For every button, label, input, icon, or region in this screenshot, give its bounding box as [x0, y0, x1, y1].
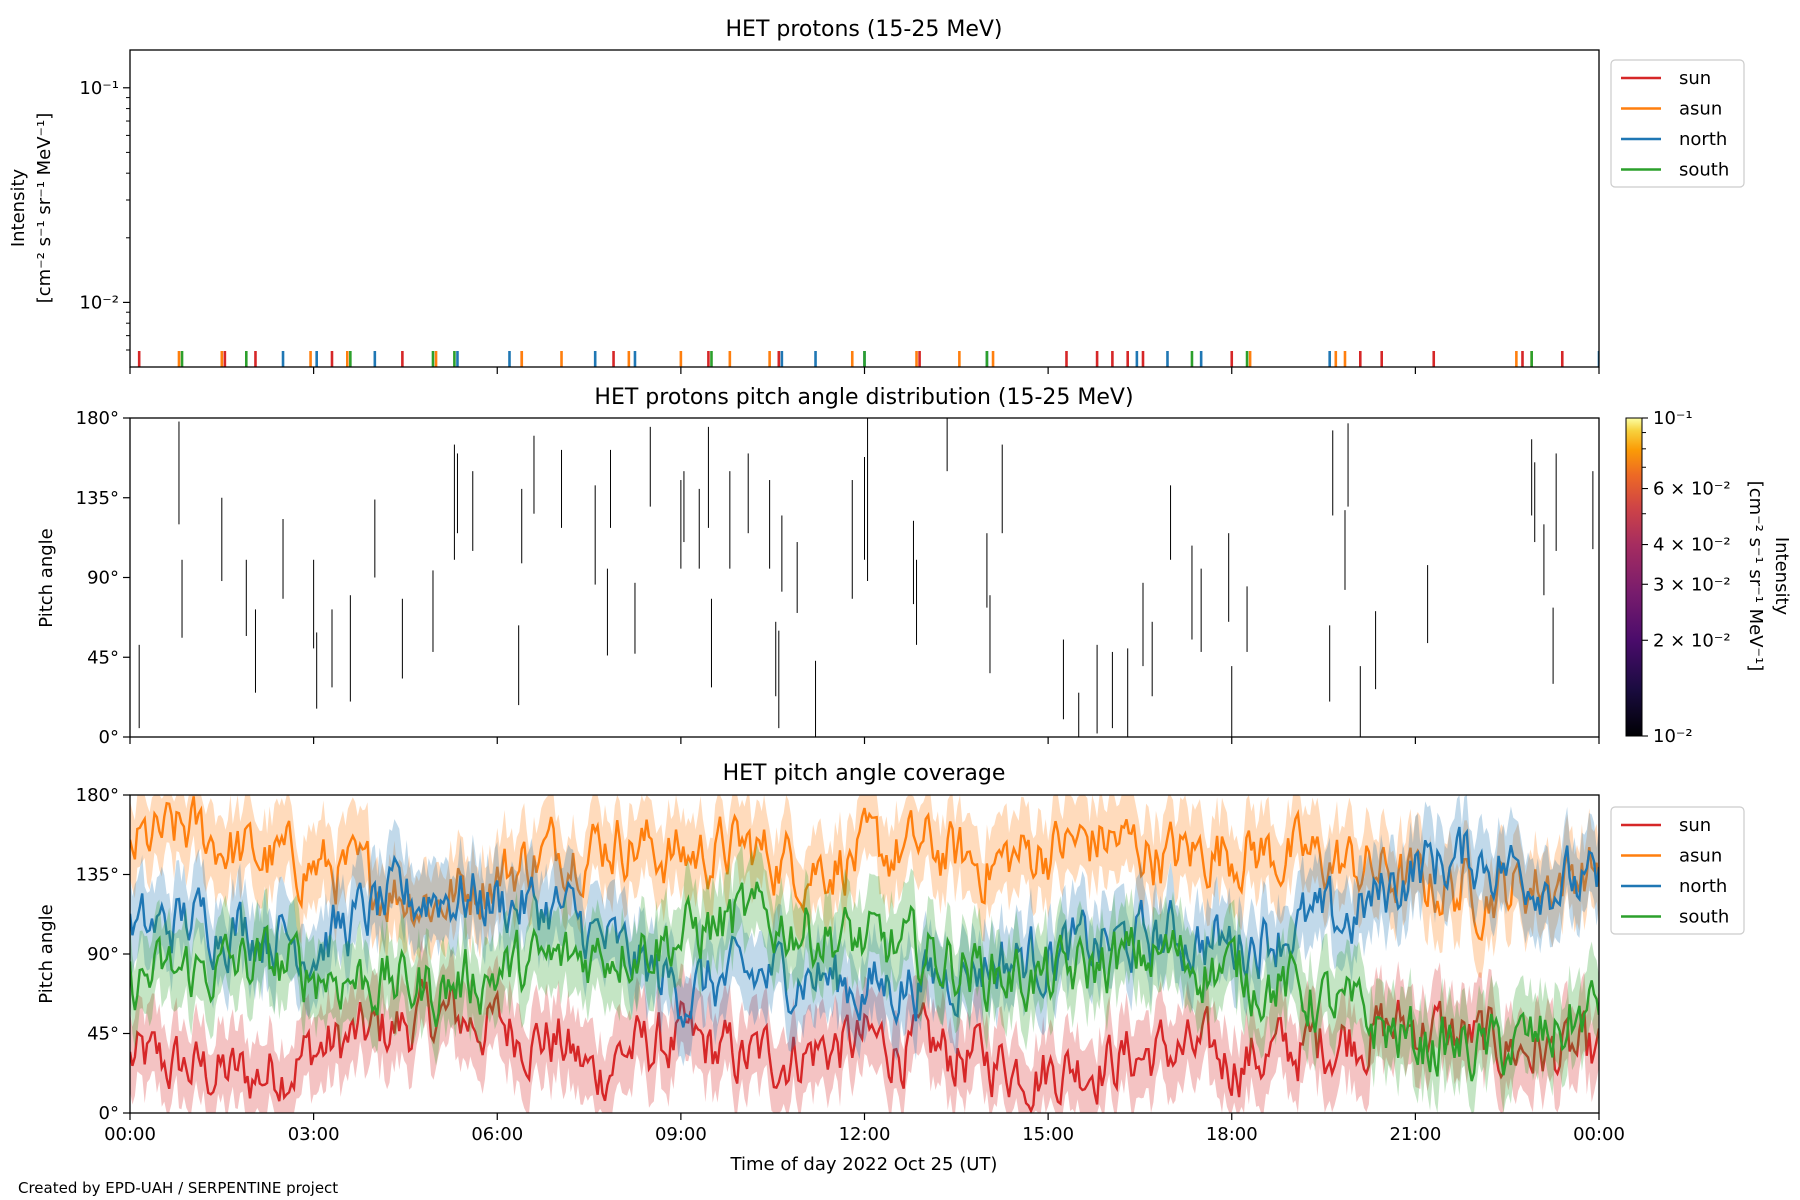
panel1-ytick-label: 10⁻²	[79, 292, 119, 313]
xtick-label: 21:00	[1389, 1124, 1441, 1145]
legend-label-south: south	[1679, 907, 1729, 928]
legend-label-south: south	[1679, 160, 1729, 181]
coverage-band-asun	[130, 795, 1599, 979]
panel2-ytick-label: 0°	[99, 727, 119, 748]
colorbar-tick-label: 10⁻²	[1653, 726, 1693, 747]
panel2-ytick-label: 135°	[76, 488, 119, 509]
panel1-y-ticks: 10⁻¹ 10⁻²	[79, 78, 130, 351]
panel2-title: HET protons pitch angle distribution (15…	[594, 385, 1133, 410]
coverage-line-north	[130, 826, 1599, 1028]
panel3-legend: sun asun north south	[1610, 806, 1745, 935]
x-axis-ticks: 00:00 03:00 06:00 09:00 12:00 15:00 18:00 21:00…	[104, 367, 1625, 1145]
coverage-line-sun	[130, 978, 1599, 1113]
colorbar	[1625, 417, 1643, 737]
colorbar-tick-label: 3 × 10⁻²	[1653, 574, 1731, 595]
coverage-band-south	[130, 843, 1599, 1113]
legend-label-sun: sun	[1679, 68, 1711, 89]
panel3-ytick-label: 45°	[87, 1024, 119, 1045]
colorbar-tick-label: 2 × 10⁻²	[1653, 630, 1731, 651]
panel-pitch-angle-coverage: HET pitch angle coverage 0° 45° 90° 135° 180…	[36, 761, 1745, 1124]
panel3-title: HET pitch angle coverage	[723, 761, 1006, 786]
panel3-ytick-label: 90°	[87, 944, 119, 965]
colorbar-tick-label: 6 × 10⁻²	[1653, 479, 1731, 500]
panel2-ylabel: Pitch angle	[36, 528, 57, 627]
x-axis-label: Time of day 2022 Oct 25 (UT)	[730, 1154, 998, 1175]
panel1-spikes	[137, 351, 1599, 367]
xtick-label: 06:00	[471, 1124, 523, 1145]
colorbar-label-line1: Intensity	[1771, 537, 1792, 616]
credit-text: Created by EPD-UAH / SERPENTINE project	[18, 1179, 338, 1197]
colorbar-tick-label: 10⁻¹	[1653, 408, 1693, 429]
legend-label-asun: asun	[1679, 846, 1722, 867]
coverage-band-north	[130, 795, 1599, 1067]
panel1-legend: sun asun north south	[1610, 59, 1745, 188]
coverage-line-asun	[130, 796, 1599, 942]
xtick-label: 18:00	[1206, 1124, 1258, 1145]
panel2-ytick-label: 90°	[87, 568, 119, 589]
panel-intensity: HET protons (15-25 MeV) 10⁻¹ 10⁻² Intensi…	[8, 17, 1745, 368]
panel3-ytick-label: 180°	[76, 785, 119, 806]
legend-label-asun: asun	[1679, 99, 1722, 120]
panel2-ytick-label: 180°	[76, 408, 119, 429]
colorbar-tick-label: 4 × 10⁻²	[1653, 535, 1731, 556]
panel2-ytick-label: 45°	[87, 647, 119, 668]
panel1-ylabel-line1: Intensity	[8, 168, 29, 247]
panel3-ytick-label: 135°	[76, 865, 119, 886]
panel1-title: HET protons (15-25 MeV)	[726, 17, 1003, 42]
panel2-y-ticks: 0° 45° 90° 135° 180°	[76, 408, 130, 748]
legend-label-sun: sun	[1679, 815, 1711, 836]
xtick-label: 03:00	[288, 1124, 340, 1145]
panel1-ytick-label: 10⁻¹	[79, 78, 119, 99]
xtick-label: 15:00	[1022, 1124, 1074, 1145]
panel1-ylabel-line2: [cm⁻² s⁻¹ sr⁻¹ MeV⁻¹]	[34, 113, 55, 304]
panel3-ylabel: Pitch angle	[36, 904, 57, 1003]
xtick-label: 00:00	[1573, 1124, 1625, 1145]
xtick-label: 12:00	[839, 1124, 891, 1145]
panel-pitch-angle-distribution: HET protons pitch angle distribution (15…	[36, 385, 1792, 748]
legend-label-north: north	[1679, 129, 1727, 150]
legend-label-north: north	[1679, 876, 1727, 897]
legend-box	[1610, 806, 1745, 935]
panel3-y-ticks: 0° 45° 90° 135° 180°	[76, 785, 130, 1124]
panel1-frame	[129, 49, 1600, 368]
xtick-label: 00:00	[104, 1124, 156, 1145]
xtick-label: 09:00	[655, 1124, 707, 1145]
colorbar-label-line2: [cm⁻² s⁻¹ sr⁻¹ MeV⁻¹]	[1745, 481, 1766, 672]
panel3-series	[130, 795, 1599, 1113]
coverage-line-south	[130, 881, 1599, 1082]
colorbar-ticks: 10⁻¹ 6 × 10⁻² 4 × 10⁻² 3 × 10⁻² 2 × 10⁻² 10⁻²	[1642, 408, 1731, 747]
legend-box	[1610, 59, 1745, 188]
panel3-ytick-label: 0°	[99, 1103, 119, 1124]
panel2-segments	[138, 418, 1594, 737]
